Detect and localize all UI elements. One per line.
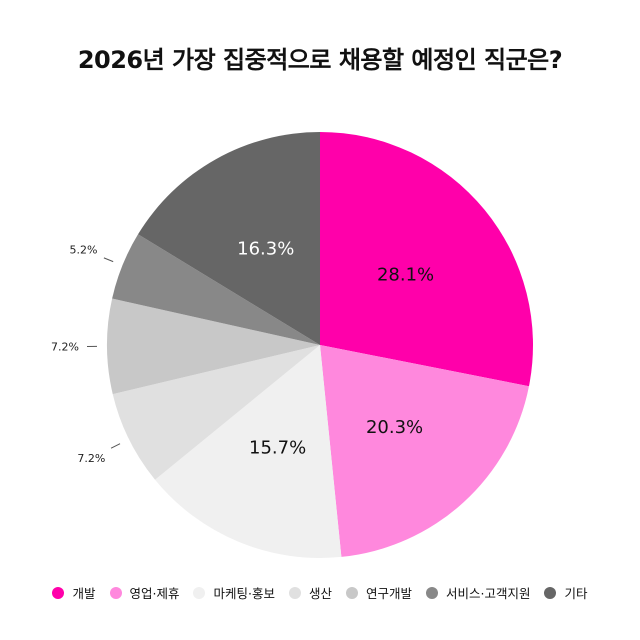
leader-line xyxy=(110,443,121,449)
chart-title: 2026년 가장 집중적으로 채용할 예정인 직군은? xyxy=(77,46,563,74)
slice-value-label: 15.7% xyxy=(249,437,306,458)
pie-labels: 28.1% 20.3% 15.7% 7.2% 7.2% 5.2% 16.3% xyxy=(51,238,434,464)
legend-label: 연구개발 xyxy=(365,586,412,601)
slice-value-label: 28.1% xyxy=(377,265,434,286)
slice-value-label: 16.3% xyxy=(237,238,294,259)
legend-item-sales: 영업·제휴 xyxy=(109,583,180,602)
slice-value-label: 7.2% xyxy=(77,452,105,465)
pie-slice xyxy=(112,234,320,345)
legend-item-service: 서비스·고객지원 xyxy=(426,583,530,602)
legend-item-marketing: 마케팅·홍보 xyxy=(193,583,275,602)
legend-item-rnd: 연구개발 xyxy=(345,583,412,602)
legend-label: 영업·제휴 xyxy=(129,586,180,601)
slice-value-label: 20.3% xyxy=(366,417,423,438)
leader-line xyxy=(103,257,114,263)
legend-item-production: 생산 xyxy=(288,583,332,602)
pie-slice xyxy=(107,298,321,395)
legend-dot-icon xyxy=(288,586,301,599)
pie-slices xyxy=(107,132,533,558)
legend: 개발 영업·제휴 마케팅·홍보 생산 연구개발 서비스·고객지원 기타 xyxy=(0,583,640,602)
legend-label: 개발 xyxy=(72,586,96,601)
legend-item-dev: 개발 xyxy=(52,583,96,602)
legend-dot-icon xyxy=(345,586,358,599)
legend-label: 마케팅·홍보 xyxy=(213,586,275,601)
slice-value-label: 7.2% xyxy=(51,341,79,354)
legend-dot-icon xyxy=(544,586,557,599)
pie-slice xyxy=(112,345,321,480)
pie-slice xyxy=(155,345,342,558)
legend-dot-icon xyxy=(52,586,65,599)
pie-slice xyxy=(138,132,320,345)
legend-dot-icon xyxy=(426,586,438,599)
legend-dot-icon xyxy=(109,586,122,599)
legend-dot-icon xyxy=(193,586,206,599)
legend-label: 기타 xyxy=(564,586,588,601)
pie-slice xyxy=(320,132,533,387)
legend-label: 생산 xyxy=(308,586,332,601)
slice-value-label: 5.2% xyxy=(70,244,98,257)
pie-slice xyxy=(320,345,529,557)
legend-item-other: 기타 xyxy=(544,583,588,602)
legend-label: 서비스·고객지원 xyxy=(446,586,531,601)
